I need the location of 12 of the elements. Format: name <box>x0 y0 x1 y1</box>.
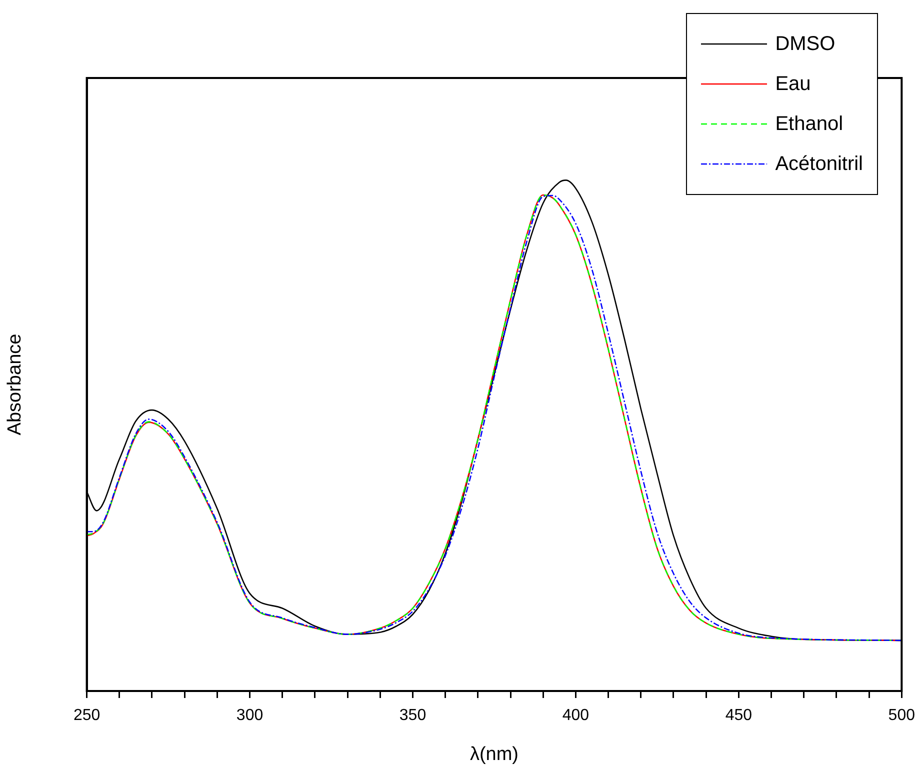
legend-label: Ethanol <box>775 112 844 136</box>
x-tick-label: 350 <box>399 707 426 724</box>
x-tick-label: 300 <box>236 707 264 724</box>
x-axis-title: λ(nm) <box>470 744 519 765</box>
legend-label: Acétonitril <box>775 152 863 176</box>
y-axis-title: Absorbance <box>4 334 26 436</box>
x-tick-label: 500 <box>888 707 916 724</box>
x-tick-label: 400 <box>562 707 590 724</box>
x-tick-label: 450 <box>725 707 752 724</box>
legend-label: DMSO <box>775 32 836 56</box>
legend-label: Eau <box>775 72 811 96</box>
x-tick-label: 250 <box>73 707 100 724</box>
